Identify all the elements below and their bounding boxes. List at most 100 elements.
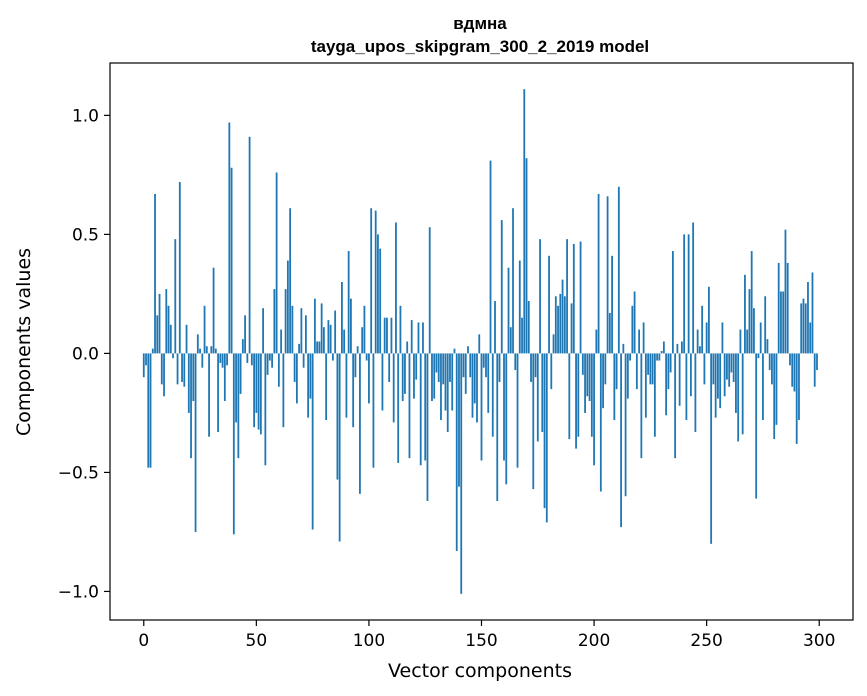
y-tick-label: −0.5: [58, 463, 99, 483]
bar-247: [699, 346, 701, 354]
bar-262: [732, 353, 735, 382]
bar-5: [154, 193, 156, 354]
bar-103: [374, 210, 377, 354]
bar-292: [800, 303, 803, 354]
bar-42: [237, 353, 240, 459]
y-tick-label: 0.0: [72, 344, 99, 364]
bar-126: [426, 353, 429, 501]
bar-268: [746, 329, 749, 354]
bar-177: [541, 353, 544, 432]
bar-26: [201, 353, 204, 368]
bar-64: [286, 260, 289, 354]
bar-297: [811, 272, 814, 354]
bar-142: [462, 353, 465, 378]
chart-subtitle: tayga_upos_skipgram_300_2_2019 model: [311, 37, 649, 56]
bar-62: [282, 353, 285, 428]
bar-244: [692, 222, 695, 354]
bar-74: [309, 353, 312, 399]
bar-53: [262, 308, 264, 354]
x-tick-label: 200: [578, 631, 610, 651]
bar-30: [210, 346, 213, 354]
bar-31: [212, 267, 215, 354]
bar-135: [446, 353, 449, 432]
bar-18: [183, 353, 186, 387]
bar-213: [622, 343, 625, 354]
bar-174: [534, 353, 537, 378]
bar-215: [626, 353, 629, 399]
bar-29: [208, 353, 210, 437]
bar-295: [807, 281, 809, 354]
bar-275: [762, 353, 764, 421]
bar-225: [649, 353, 652, 385]
bar-287: [789, 353, 791, 366]
bar-196: [584, 353, 586, 413]
bar-208: [611, 255, 613, 354]
bar-41: [235, 353, 237, 423]
bar-143: [464, 353, 467, 394]
bar-92: [350, 298, 352, 354]
bar-54: [264, 353, 267, 466]
bar-98: [363, 305, 366, 354]
bar-0: [142, 353, 145, 378]
bar-60: [277, 353, 280, 387]
bar-10: [165, 289, 168, 354]
bar-50: [255, 353, 258, 413]
bar-57: [271, 353, 274, 368]
bar-258: [723, 353, 726, 397]
bar-80: [322, 327, 325, 354]
bar-21: [190, 353, 192, 459]
bar-185: [559, 293, 562, 354]
bar-13: [172, 353, 174, 359]
bar-63: [284, 289, 287, 354]
bar-156: [494, 301, 496, 354]
bar-105: [379, 248, 382, 354]
bar-207: [608, 312, 611, 354]
bar-19: [185, 324, 188, 354]
bar-200: [593, 353, 595, 466]
bar-24: [196, 334, 199, 354]
x-tick-label: 250: [690, 631, 722, 651]
bar-79: [320, 303, 323, 354]
bar-169: [523, 89, 526, 354]
bar-203: [599, 353, 602, 492]
bar-58: [273, 289, 276, 354]
bar-146: [471, 353, 474, 418]
bar-1: [145, 353, 147, 366]
bar-217: [631, 305, 634, 354]
bar-175: [536, 353, 539, 442]
bar-97: [361, 327, 364, 354]
x-axis-label: Vector components: [388, 660, 572, 682]
bar-183: [554, 296, 557, 354]
bar-102: [372, 353, 375, 468]
bar-284: [782, 291, 785, 354]
bar-222: [642, 322, 645, 354]
bar-193: [577, 353, 580, 437]
bar-189: [568, 353, 571, 440]
bar-39: [230, 167, 233, 354]
bar-171: [527, 301, 530, 354]
bar-110: [390, 317, 393, 354]
bar-66: [291, 305, 294, 354]
bar-176: [539, 239, 541, 354]
bar-206: [606, 196, 609, 354]
bar-181: [550, 353, 553, 390]
bar-16: [178, 182, 181, 354]
bar-277: [766, 339, 769, 354]
bar-124: [422, 322, 424, 354]
bar-61: [280, 329, 283, 354]
y-axis-label: Components values: [13, 248, 35, 436]
bar-216: [629, 353, 631, 361]
bar-161: [505, 353, 508, 485]
bar-84: [332, 353, 334, 361]
bar-261: [730, 353, 733, 373]
bar-157: [496, 353, 499, 501]
bar-40: [232, 353, 235, 535]
bar-133: [442, 353, 445, 385]
bar-238: [678, 353, 681, 406]
bar-123: [419, 353, 422, 466]
bar-6: [156, 315, 159, 354]
bar-246: [696, 329, 699, 354]
bar-128: [431, 353, 433, 402]
bar-227: [653, 353, 656, 437]
bar-65: [289, 208, 292, 354]
